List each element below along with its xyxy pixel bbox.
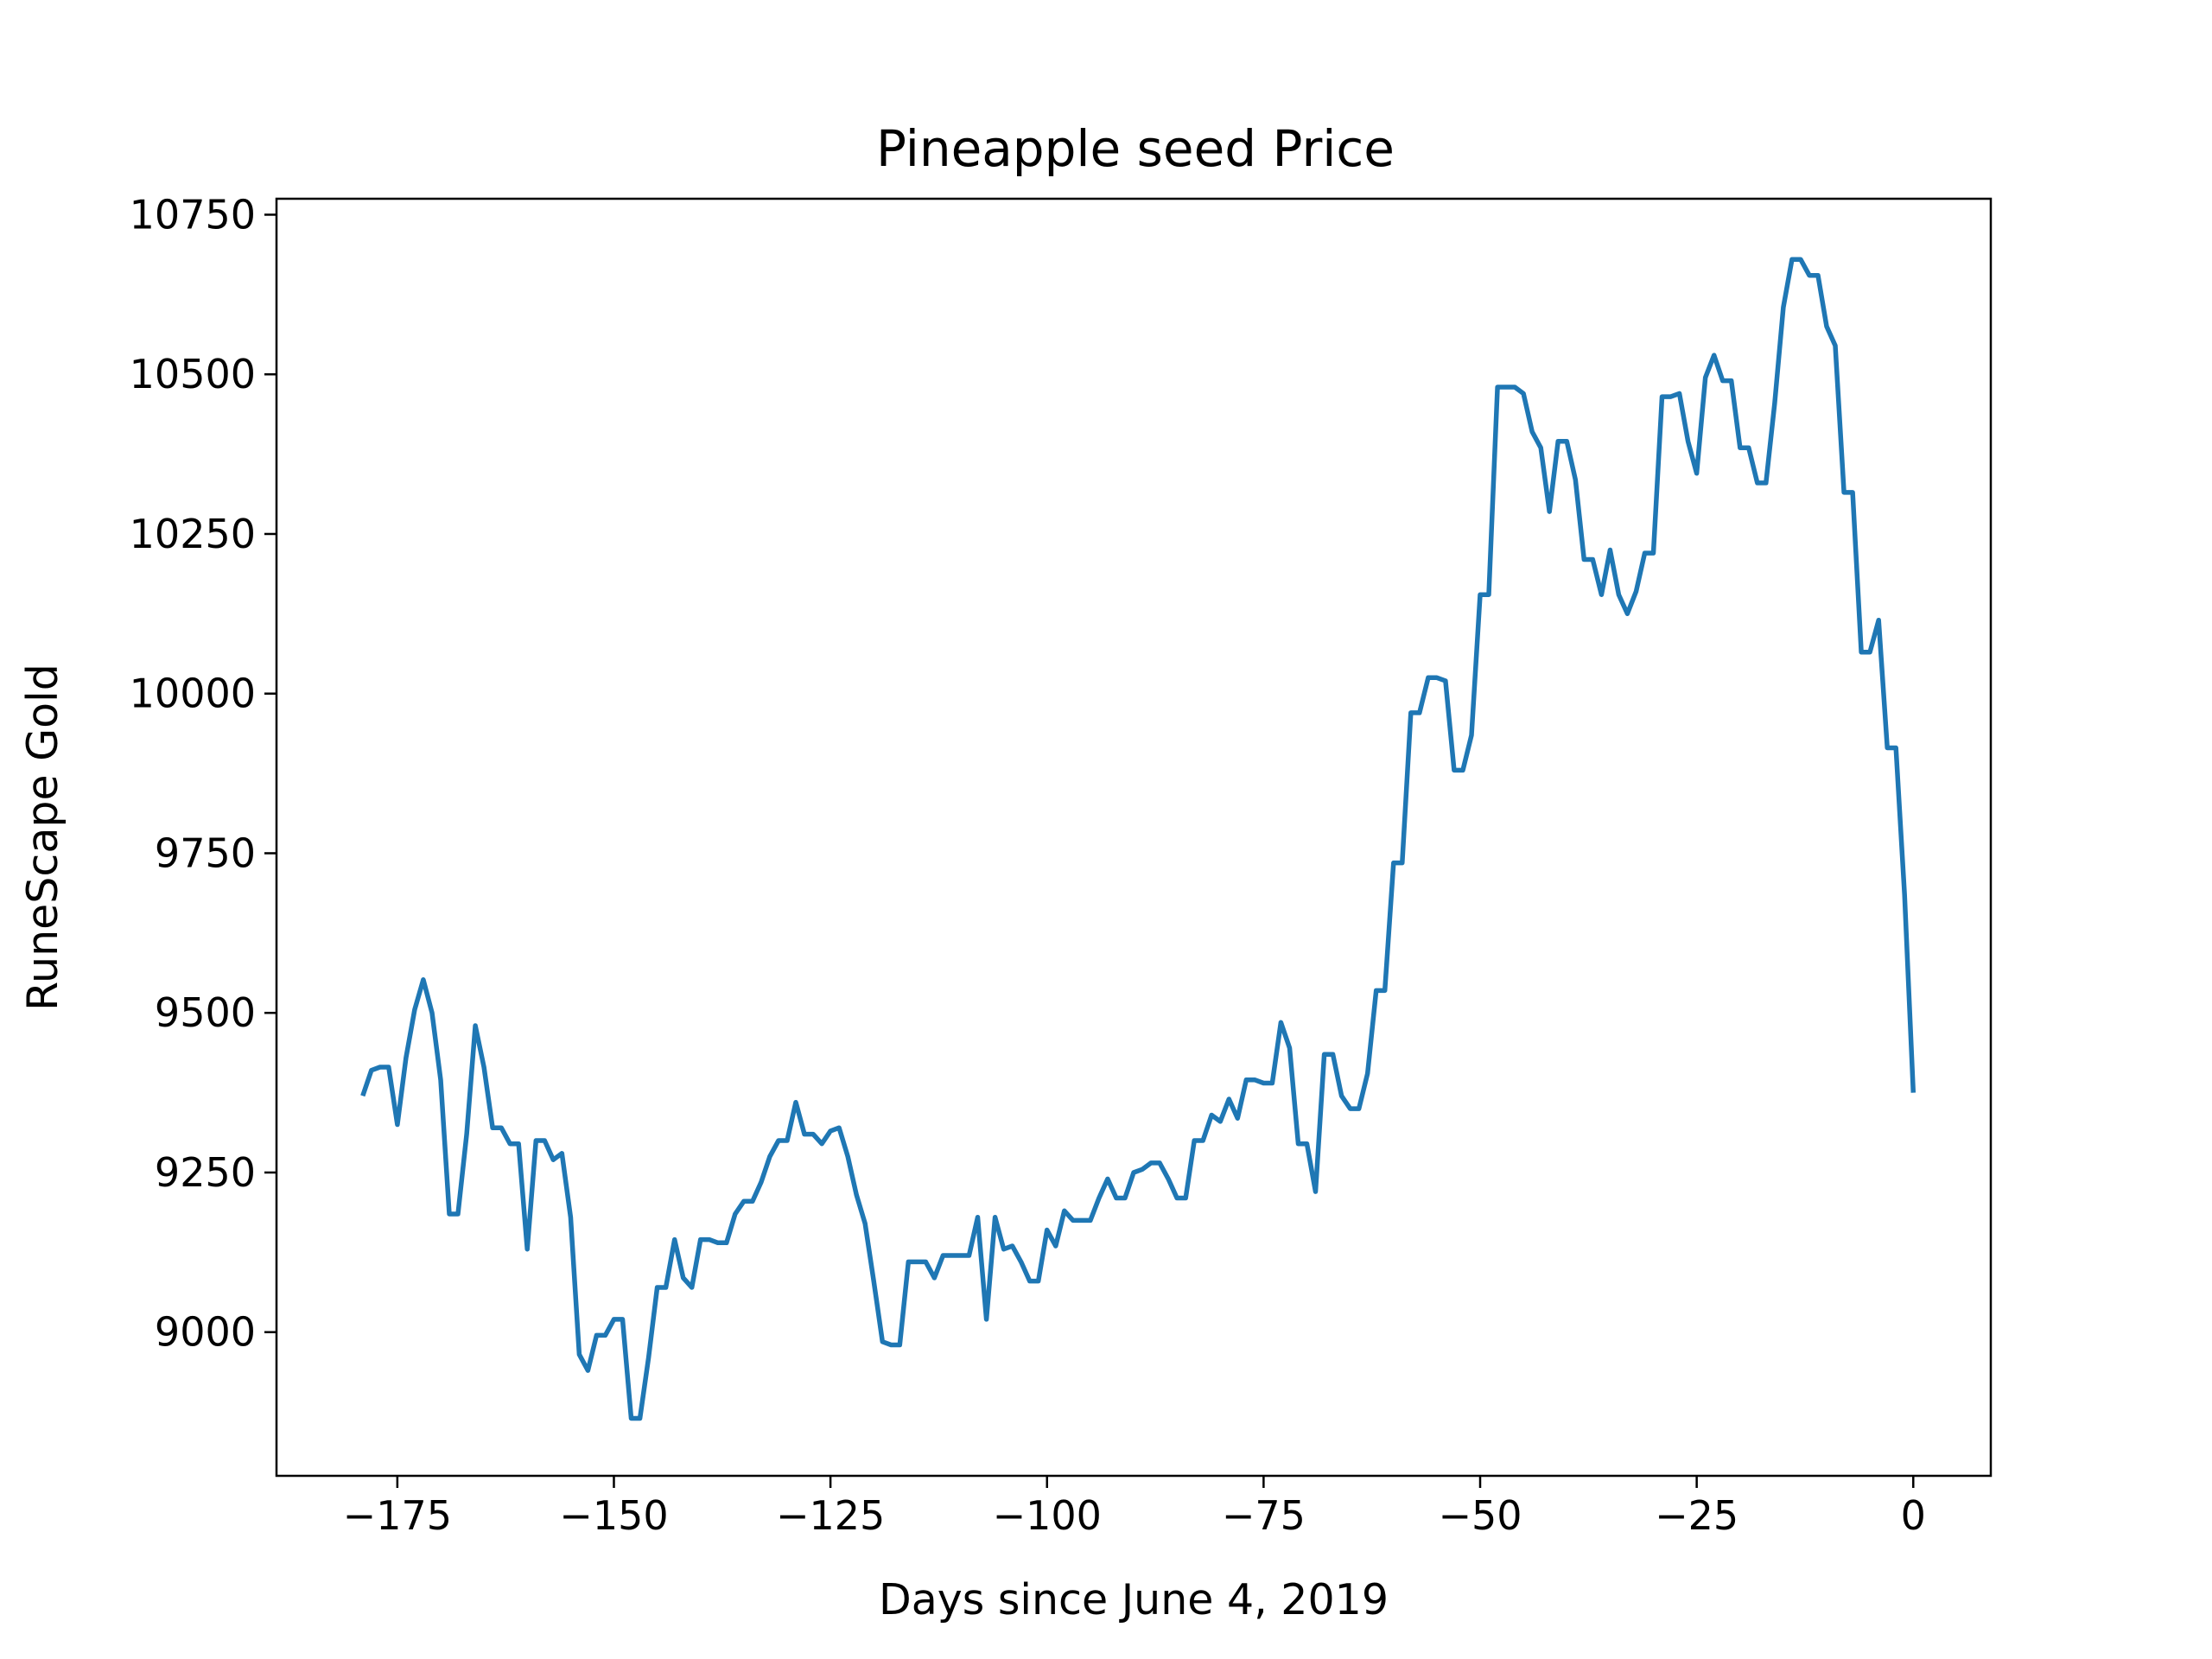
- x-tick-label: −25: [1655, 1492, 1738, 1539]
- y-tick-label: 10500: [130, 351, 256, 397]
- y-axis-label: RuneScape Gold: [18, 664, 67, 1011]
- y-tick-label: 10750: [130, 191, 256, 238]
- y-tick-label: 9750: [155, 830, 256, 876]
- plot-frame: [275, 197, 1993, 1478]
- y-tick-label: 9000: [155, 1309, 256, 1356]
- x-tick-label: −175: [343, 1492, 452, 1539]
- x-tick-label: −125: [776, 1492, 885, 1539]
- x-tick-label: 0: [1901, 1492, 1926, 1539]
- x-tick-label: −150: [559, 1492, 668, 1539]
- y-tick-label: 9250: [155, 1149, 256, 1196]
- x-axis-label: Days since June 4, 2019: [879, 1575, 1389, 1624]
- y-tick-label: 9500: [155, 989, 256, 1036]
- chart-title: Pineapple seed Price: [876, 119, 1395, 178]
- y-tick-label: 10250: [130, 511, 256, 557]
- price-series-line: [360, 257, 1916, 1421]
- y-axis-ticks: 9000 9250 9500 9750 10000 10250 10500 10750: [130, 191, 276, 1356]
- x-tick-label: −50: [1438, 1492, 1522, 1539]
- x-tick-label: −100: [993, 1492, 1102, 1539]
- x-tick-label: −75: [1222, 1492, 1306, 1539]
- y-tick-label: 10000: [130, 671, 256, 717]
- x-axis-ticks: −175 −150 −125 −100 −75 −50 −25 0: [343, 1476, 1926, 1539]
